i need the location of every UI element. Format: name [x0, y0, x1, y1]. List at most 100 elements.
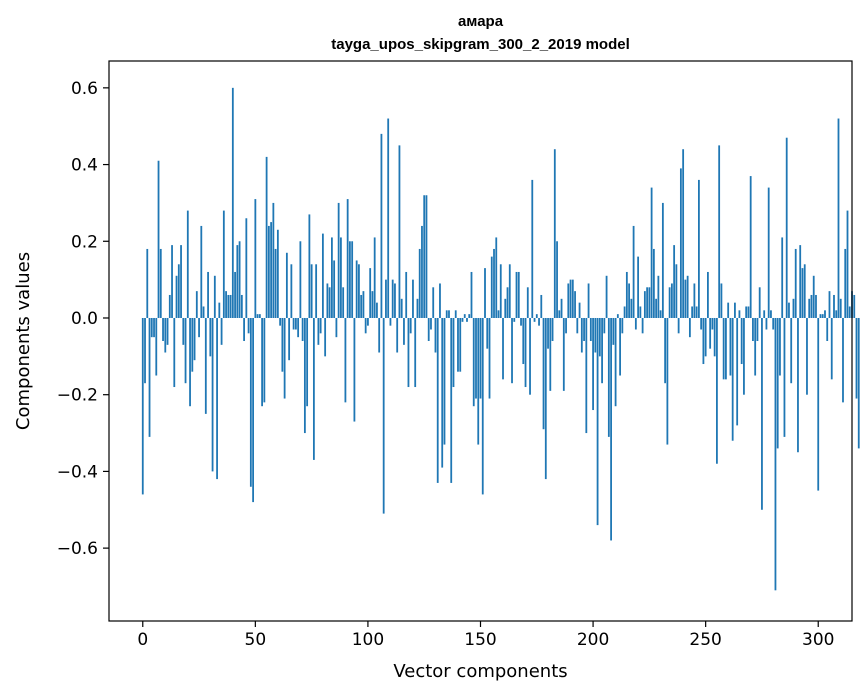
bar: [416, 298, 419, 318]
bar: [159, 248, 162, 318]
bar: [702, 317, 705, 365]
x-tick-label: 200: [577, 630, 609, 650]
bar: [436, 317, 439, 483]
bar: [486, 317, 489, 349]
bar: [342, 287, 345, 318]
bar: [837, 118, 840, 318]
bar: [150, 317, 153, 338]
bar: [146, 248, 149, 318]
bars-group: [141, 87, 860, 591]
bar: [587, 283, 590, 318]
bar: [184, 317, 187, 384]
bar: [425, 195, 428, 318]
bar: [164, 317, 167, 353]
bar: [346, 199, 349, 318]
bar: [585, 317, 588, 434]
bar: [713, 317, 716, 357]
bar: [301, 317, 304, 341]
y-tick-label: 0.0: [71, 309, 98, 329]
bar: [524, 317, 527, 388]
bar: [414, 317, 417, 388]
bar: [772, 317, 775, 330]
bar: [738, 310, 741, 318]
bar: [308, 214, 311, 318]
bar: [580, 317, 583, 353]
bar: [542, 317, 545, 430]
bar: [367, 317, 369, 326]
bar: [639, 306, 642, 318]
bar: [216, 317, 218, 480]
bar: [819, 314, 822, 318]
bar: [675, 264, 678, 318]
bar: [502, 317, 504, 380]
bar: [459, 317, 462, 372]
bar: [571, 279, 574, 318]
bar: [844, 248, 847, 318]
y-tick-label: −0.6: [57, 539, 98, 559]
bar: [400, 298, 403, 318]
bar: [828, 291, 831, 318]
bar: [396, 317, 399, 353]
bar: [504, 298, 507, 318]
bar: [594, 317, 597, 353]
bar: [722, 317, 725, 380]
bar: [549, 317, 552, 391]
bar: [731, 317, 734, 441]
bar: [481, 317, 484, 495]
bar: [439, 283, 441, 318]
bar: [776, 317, 779, 449]
bar: [234, 271, 236, 318]
bar: [378, 317, 381, 353]
bar: [252, 317, 254, 503]
bar: [614, 317, 617, 407]
bar: [770, 310, 772, 318]
bar: [531, 179, 534, 318]
bar: [517, 271, 520, 318]
bar: [529, 317, 531, 395]
bar: [817, 317, 820, 491]
bar: [535, 314, 538, 318]
bar: [202, 306, 205, 318]
bar: [290, 264, 293, 318]
bar: [454, 310, 457, 318]
chart-title-line-2: tayga_upos_skipgram_300_2_2019 model: [331, 36, 630, 53]
bar: [605, 275, 608, 318]
chart-title-line-1: амара: [457, 13, 504, 30]
bar: [358, 264, 360, 318]
bar: [533, 317, 536, 322]
bar: [693, 283, 696, 318]
y-tick-label: 0.6: [71, 79, 98, 99]
x-axis: 0 50 100 150 200 250 300: [137, 621, 834, 650]
bar: [369, 268, 372, 318]
bar: [562, 317, 565, 391]
bar: [833, 294, 835, 318]
bar: [601, 317, 603, 384]
bar: [578, 302, 581, 318]
bar: [756, 317, 759, 341]
bar: [261, 317, 263, 407]
bar: [508, 264, 511, 318]
bar: [779, 317, 781, 376]
bar: [745, 306, 748, 318]
bar: [321, 233, 324, 318]
bar: [621, 317, 624, 334]
x-tick-label: 0: [137, 630, 148, 650]
bar: [243, 317, 245, 341]
bar: [189, 317, 191, 407]
x-tick-label: 250: [689, 630, 721, 650]
bar: [272, 202, 275, 318]
bar: [657, 275, 660, 318]
bar: [227, 294, 230, 318]
bar: [765, 317, 768, 330]
bar: [373, 237, 376, 318]
bar: [423, 195, 426, 318]
bar: [774, 317, 777, 591]
bar: [279, 317, 282, 326]
bar: [783, 317, 786, 437]
bar: [616, 314, 619, 318]
y-tick-label: 0.2: [71, 232, 98, 252]
bar: [211, 317, 214, 472]
bar: [812, 275, 815, 318]
bar: [349, 241, 351, 318]
bar: [220, 317, 223, 345]
